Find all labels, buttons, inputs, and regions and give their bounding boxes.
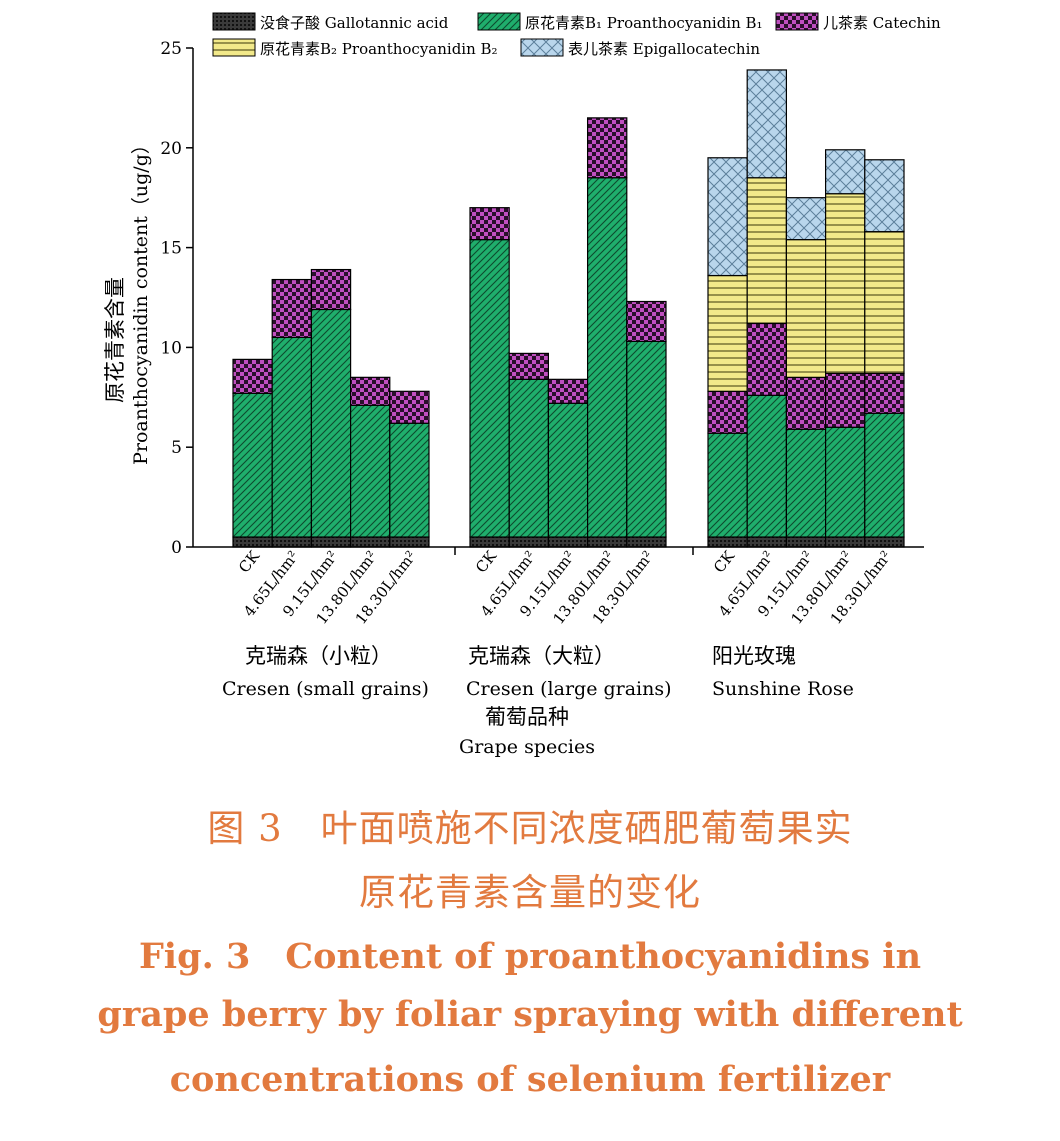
bar-segment-b2-g3-t4 [824, 193, 866, 374]
legend-swatch-b1 [477, 12, 521, 31]
bar-segment-b1-g2-t4 [586, 177, 628, 538]
bar-segment-gallotannic-g2-t5 [626, 536, 667, 548]
bar-segment-b1-g1-t3 [310, 308, 352, 538]
legend-swatch-b2 [212, 38, 256, 57]
x-axis-label-zh: 葡萄品种 [485, 705, 569, 729]
bar-segment-catechin-g2-t1 [469, 207, 510, 241]
bar-segment-b2-g3-t2 [746, 177, 788, 325]
group-label-zh-3: 阳光玫瑰 [712, 644, 796, 668]
bar-segment-catechin-g1-t5 [389, 390, 430, 424]
bar-segment-catechin-g1-t4 [350, 376, 391, 406]
bar-segment-epigallocatechin-g3-t4 [824, 149, 866, 195]
y-tick-label-15: 15 [160, 239, 182, 259]
bar-segment-gallotannic-g3-t1 [707, 536, 748, 548]
caption-en-line-3: concentrations of selenium fertilizer [169, 1059, 891, 1100]
bar-segment-b1-g3-t3 [785, 428, 827, 538]
bar-segment-gallotannic-g3-t3 [785, 536, 827, 548]
x-tick-label-g2-t1: CK [472, 547, 501, 577]
bar-segment-gallotannic-g1-t3 [310, 536, 352, 548]
bar-segment-catechin-g2-t3 [547, 378, 589, 404]
bar-segment-gallotannic-g3-t2 [746, 536, 788, 548]
group-label-en-3: Sunshine Rose [712, 678, 854, 700]
bar-segment-b1-g2-t1 [469, 239, 510, 538]
bar-segment-epigallocatechin-g3-t5 [864, 159, 905, 233]
bar-segment-gallotannic-g1-t2 [271, 536, 313, 548]
bar-segment-b1-g2-t5 [626, 340, 667, 538]
bar-segment-epigallocatechin-g3-t1 [707, 157, 748, 277]
bar-segment-b2-g3-t1 [707, 274, 748, 392]
legend-label-gallotannic: 没食子酸 Gallotannic acid [260, 14, 449, 32]
bar-segment-catechin-g3-t3 [785, 376, 827, 430]
x-tick-label-g1-t1: CK [235, 547, 264, 577]
bar-segment-catechin-g1-t2 [271, 278, 313, 339]
bar-segment-b1-g1-t4 [350, 404, 391, 538]
legend-label-catechin: 儿茶素 Catechin [823, 14, 941, 32]
group-label-zh-2: 克瑞森（大粒） [468, 644, 615, 668]
stacked-bar-chart: 没食子酸 Gallotannic acid 原花青素B₁ Proanthocya… [103, 12, 941, 758]
group-label-en-1: Cresen (small grains) [222, 678, 429, 700]
bar-segment-catechin-g3-t5 [864, 372, 905, 414]
bar-segment-catechin-g2-t5 [626, 300, 667, 343]
bar-segment-gallotannic-g2-t2 [508, 536, 550, 548]
legend-label-epigallocatechin: 表儿茶素 Epigallocatechin [568, 40, 760, 58]
axes [192, 48, 924, 548]
bar-segment-catechin-g2-t2 [508, 352, 550, 380]
y-tick-label-5: 5 [171, 438, 182, 458]
x-axis-label-en: Grape species [459, 736, 595, 758]
bar-segment-gallotannic-g2-t4 [586, 536, 628, 548]
bar-segment-gallotannic-g3-t4 [824, 536, 866, 548]
bar-segment-b1-g1-t5 [389, 422, 430, 538]
bar-segment-b1-g3-t4 [824, 426, 866, 538]
bar-segment-b1-g1-t1 [232, 392, 273, 538]
legend-label-b2: 原花青素B₂ Proanthocyanidin B₂ [260, 40, 498, 58]
bar-segment-catechin-g3-t4 [824, 372, 866, 428]
y-tick-label-10: 10 [160, 338, 182, 358]
bar-segment-gallotannic-g1-t5 [389, 536, 430, 548]
bars-layer [232, 69, 905, 548]
bar-segment-b1-g3-t2 [746, 394, 788, 538]
group-label-en-2: Cresen (large grains) [466, 678, 672, 700]
bar-segment-catechin-g3-t1 [707, 390, 748, 434]
bar-segment-b2-g3-t3 [785, 239, 827, 378]
bar-segment-catechin-g1-t1 [232, 358, 273, 394]
y-tick-label-25: 25 [160, 39, 182, 59]
legend: 没食子酸 Gallotannic acid 原花青素B₁ Proanthocya… [212, 12, 941, 58]
bar-segment-gallotannic-g3-t5 [864, 536, 905, 548]
bar-segment-epigallocatechin-g3-t2 [746, 69, 788, 179]
bar-segment-catechin-g1-t3 [310, 268, 352, 311]
bar-segment-b1-g1-t2 [271, 336, 313, 538]
y-tick-label-20: 20 [160, 139, 182, 159]
caption-zh-line-2: 原花青素含量的变化 [359, 871, 701, 914]
legend-label-b1: 原花青素B₁ Proanthocyanidin B₁ [525, 14, 763, 32]
x-ticks: CK4.65L/hm²9.15L/hm²13.80L/hm²18.30L/hm²… [235, 547, 895, 628]
bar-segment-b1-g2-t3 [547, 402, 589, 538]
caption-zh-line-1: 图 3 叶面喷施不同浓度硒肥葡萄果实 [207, 807, 853, 850]
legend-swatch-catechin [775, 12, 819, 31]
caption-en-line-2: grape berry by foliar spraying with diff… [97, 994, 963, 1035]
bar-segment-b1-g3-t5 [864, 412, 905, 538]
legend-swatch-epigallocatechin [520, 38, 564, 57]
bar-segment-gallotannic-g1-t4 [350, 536, 391, 548]
bar-segment-catechin-g3-t2 [746, 322, 788, 396]
bar-segment-epigallocatechin-g3-t3 [785, 197, 827, 241]
bar-segment-gallotannic-g1-t1 [232, 536, 273, 548]
y-axis-label-zh: 原花青素含量 [103, 277, 127, 403]
bar-segment-b1-g2-t2 [508, 378, 550, 538]
bar-segment-b2-g3-t5 [864, 231, 905, 374]
y-axis-label-en: Proanthocyanidin content（ug/g） [130, 135, 152, 465]
x-tick-label-g3-t1: CK [710, 547, 739, 577]
group-label-zh-1: 克瑞森（小粒） [245, 644, 392, 668]
bar-segment-gallotannic-g2-t1 [469, 536, 510, 548]
legend-swatch-gallotannic [212, 12, 256, 31]
y-ticks: 0 5 10 15 20 25 [160, 39, 193, 558]
caption-en-line-1: Fig. 3 Content of proanthocyanidins in [138, 936, 922, 977]
bar-segment-catechin-g2-t4 [586, 117, 628, 179]
bar-segment-gallotannic-g2-t3 [547, 536, 589, 548]
y-tick-label-0: 0 [171, 538, 182, 558]
bar-segment-b1-g3-t1 [707, 432, 748, 538]
